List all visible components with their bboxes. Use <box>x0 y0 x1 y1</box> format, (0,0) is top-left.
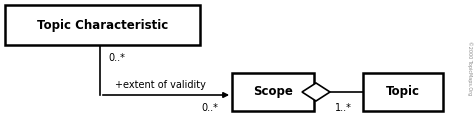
Bar <box>5 5 200 45</box>
Text: Topic Characteristic: Topic Characteristic <box>37 18 168 32</box>
Text: Topic: Topic <box>386 86 420 98</box>
Text: ©2000 TopicMaps.Org: ©2000 TopicMaps.Org <box>467 41 473 95</box>
Polygon shape <box>302 83 330 101</box>
Text: 0..*: 0..* <box>108 53 125 63</box>
Text: +extent of validity: +extent of validity <box>115 80 206 90</box>
Bar <box>232 73 314 111</box>
Text: 1..*: 1..* <box>335 103 352 113</box>
Text: Scope: Scope <box>253 86 293 98</box>
Text: 0..*: 0..* <box>201 103 218 113</box>
Bar <box>363 73 443 111</box>
